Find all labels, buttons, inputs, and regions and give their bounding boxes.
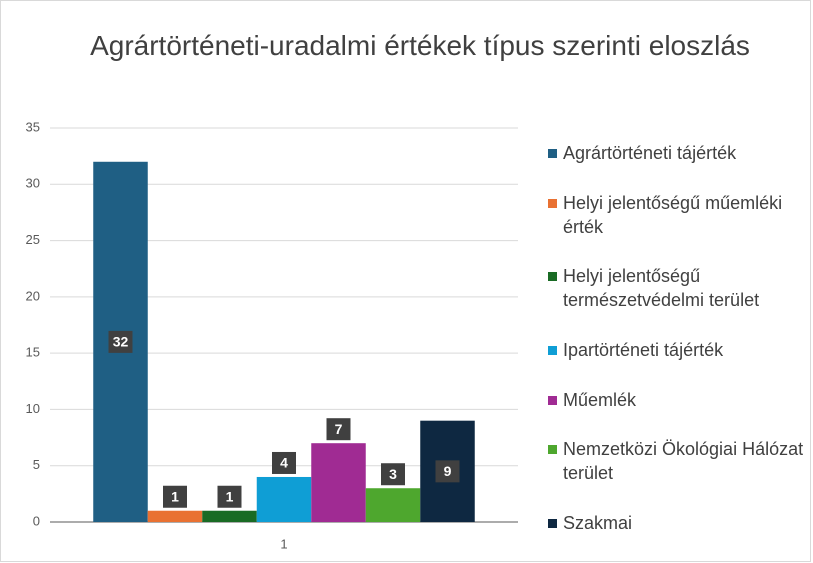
legend-label: Nemzetközi Ökológiai Hálózat terület (563, 439, 804, 484)
legend-item: Agrártörténeti tájérték (548, 141, 810, 165)
bar (256, 476, 312, 522)
legend-item: Helyi jelentőségű természetvédelmi terül… (548, 264, 810, 312)
chart-title: Agrártörténeti-uradalmi értékek típus sz… (90, 30, 750, 61)
y-tick-label: 30 (26, 176, 40, 191)
legend-swatch (548, 445, 557, 455)
data-label: 32 (113, 334, 129, 350)
legend-label: Műemlék (563, 389, 637, 410)
data-label-box (435, 460, 460, 483)
data-label-box (381, 463, 405, 486)
bar (202, 510, 257, 522)
legend-swatch (548, 519, 557, 529)
bar (311, 443, 366, 522)
data-label: 3 (389, 466, 397, 482)
legend-label: Ipartörténeti tájérték (563, 339, 724, 360)
legend-item: Szakmai (548, 511, 810, 535)
y-tick-label: 5 (33, 457, 40, 472)
y-tick-label: 25 (26, 232, 40, 247)
bar (147, 510, 203, 522)
y-tick-label: 15 (26, 345, 40, 360)
legend-label: Szakmai (563, 513, 633, 534)
data-label-box (272, 451, 296, 474)
legend-label: Helyi jelentőségű műemléki érték (563, 192, 783, 237)
legend-swatch (548, 272, 557, 282)
legend: Agrártörténeti tájérték Helyi jelentőségű… (548, 128, 810, 548)
data-label-box (326, 418, 351, 441)
data-label: 9 (444, 463, 452, 479)
data-label: 7 (335, 421, 343, 437)
data-label-box (108, 330, 133, 353)
data-label: 1 (171, 488, 179, 504)
legend-swatch (548, 198, 557, 208)
legend-item: Műemlék (548, 388, 810, 412)
y-tick-label: 10 (26, 401, 40, 416)
y-tick-label: 0 (33, 513, 40, 528)
y-tick-label: 20 (26, 288, 40, 303)
legend-label: Helyi jelentőségű természetvédelmi terül… (563, 266, 760, 311)
legend-swatch (548, 148, 557, 158)
bar (365, 488, 421, 522)
legend-item: Helyi jelentőségű műemléki érték (548, 191, 810, 239)
legend-label: Agrártörténeti tájérték (563, 142, 737, 163)
legend-item: Nemzetközi Ökológiai Hálózat terület (548, 437, 810, 485)
y-tick-label: 35 (26, 119, 40, 134)
legend-swatch (548, 345, 557, 355)
data-label: 1 (226, 488, 234, 504)
legend-item: Ipartörténeti tájérték (548, 338, 810, 362)
data-label-box (217, 485, 242, 508)
legend-swatch (548, 395, 557, 405)
x-tick-label: 1 (280, 536, 287, 551)
data-label-box (163, 485, 187, 508)
data-label: 4 (280, 455, 288, 471)
